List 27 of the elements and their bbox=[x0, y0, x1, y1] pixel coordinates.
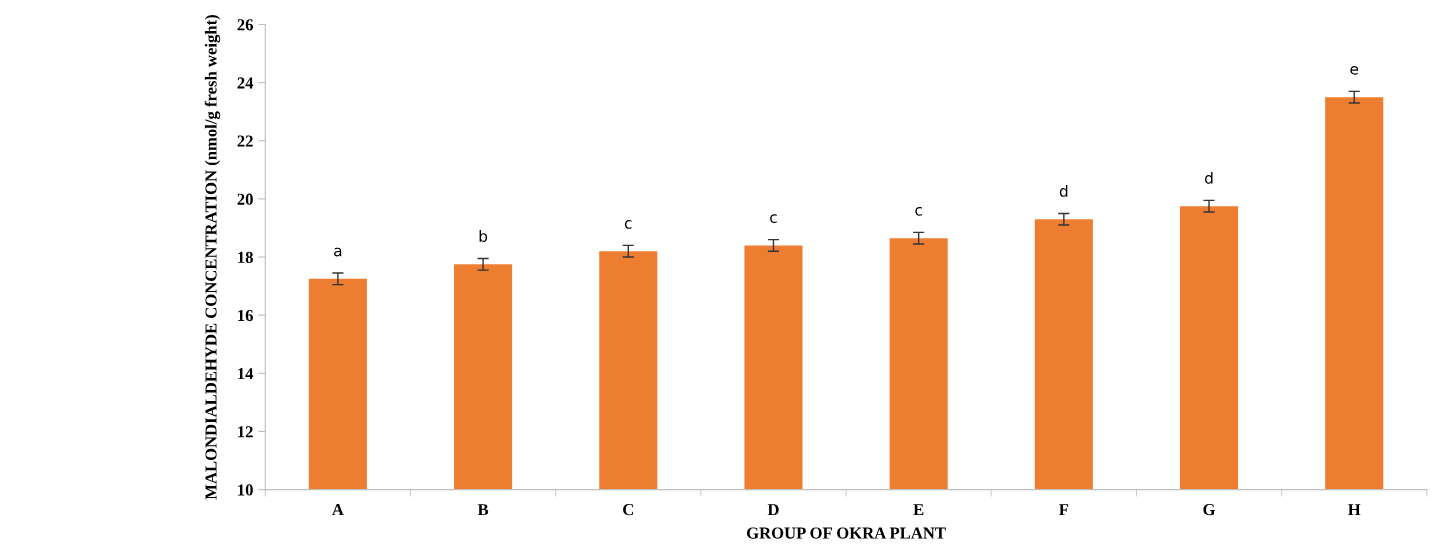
y-tick-label: 18 bbox=[238, 251, 253, 263]
y-axis-title: MALONDIALDEHYDE CONCENTRATION (nmol/g fresh weight) bbox=[204, 15, 221, 500]
x-tick-label: H bbox=[1348, 504, 1361, 516]
y-tick-label: 22 bbox=[237, 135, 253, 147]
annotation: d bbox=[1205, 171, 1213, 184]
x-tick-label: F bbox=[1059, 504, 1069, 516]
annotation: c bbox=[770, 214, 777, 224]
annotation: c bbox=[624, 220, 632, 229]
y-tick-label: 24 bbox=[237, 77, 254, 89]
annotation: a bbox=[334, 247, 342, 257]
x-tick-label: E bbox=[913, 504, 924, 516]
annotation: d bbox=[1059, 185, 1068, 197]
y-tick-label: 10 bbox=[238, 484, 253, 496]
annotation: c bbox=[915, 206, 922, 216]
annotation: e bbox=[1350, 65, 1359, 75]
y-tick-label: 14 bbox=[238, 368, 254, 380]
x-tick-label: C bbox=[623, 504, 634, 516]
x-tick-label: B bbox=[477, 504, 489, 516]
y-tick-label: 20 bbox=[237, 193, 253, 205]
y-tick-label: 16 bbox=[238, 309, 253, 322]
annotation: b bbox=[479, 230, 488, 242]
x-tick-label: D bbox=[767, 504, 779, 516]
y-tick-label: 12 bbox=[238, 426, 253, 438]
x-tick-label: A bbox=[332, 504, 344, 516]
y-tick-label: 26 bbox=[237, 19, 253, 31]
x-tick-label: G bbox=[1203, 504, 1216, 516]
x-axis-title: GROUP OF OKRA PLANT bbox=[746, 527, 946, 539]
